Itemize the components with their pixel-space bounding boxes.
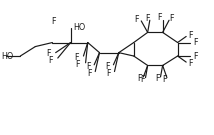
Text: F: F — [194, 52, 198, 60]
Text: F: F — [86, 62, 91, 71]
Text: F: F — [194, 38, 198, 47]
Text: F: F — [189, 31, 193, 40]
Text: F: F — [137, 74, 142, 83]
Text: F: F — [105, 62, 110, 71]
Text: F: F — [145, 14, 150, 23]
Text: F: F — [74, 53, 79, 62]
Text: F: F — [75, 60, 80, 69]
Text: F: F — [141, 75, 145, 84]
Text: F: F — [48, 56, 52, 65]
Text: F: F — [51, 17, 55, 26]
Text: F: F — [135, 16, 139, 24]
Text: HO: HO — [1, 52, 13, 60]
Text: F: F — [156, 74, 160, 83]
Text: HO: HO — [73, 23, 85, 31]
Text: F: F — [46, 50, 51, 58]
Text: F: F — [189, 59, 193, 68]
Text: F: F — [162, 75, 167, 84]
Text: F: F — [157, 14, 162, 22]
Text: F: F — [87, 69, 92, 78]
Text: F: F — [169, 14, 174, 23]
Text: F: F — [106, 69, 111, 78]
